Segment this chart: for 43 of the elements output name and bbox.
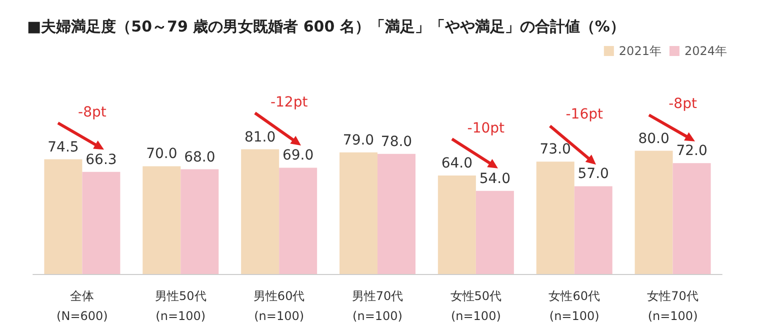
x-tick-label: 女性70代 (n=100) — [647, 289, 698, 323]
data-label: 70.0 — [146, 146, 178, 162]
text: -16pt — [566, 106, 604, 123]
text: -12pt — [270, 94, 308, 110]
bar — [142, 166, 181, 274]
x-tick-label: 女性60代 (n=100) — [548, 289, 600, 323]
bar — [279, 168, 318, 274]
x-tick-label: 男性70代 (n=100) — [352, 289, 404, 323]
bar — [672, 163, 711, 274]
bar — [180, 169, 219, 274]
data-label: 54.0 — [479, 170, 511, 187]
data-label: 66.3 — [86, 152, 117, 168]
bar — [438, 175, 476, 274]
bar — [574, 186, 612, 274]
legend-label: 2021年 — [618, 44, 662, 58]
data-label: 73.0 — [540, 142, 571, 158]
data-label: 57.0 — [578, 166, 609, 182]
data-label: 68.0 — [184, 149, 216, 166]
bar — [378, 154, 416, 274]
legend-label: 2024年 — [684, 44, 728, 58]
bar — [241, 149, 280, 274]
bar — [476, 190, 514, 274]
bar — [634, 150, 673, 274]
data-label: 69.0 — [282, 148, 314, 164]
text: -8pt — [78, 104, 107, 120]
data-label: 78.0 — [380, 134, 412, 150]
data-label: 80.0 — [638, 130, 670, 147]
text: -10pt — [467, 120, 506, 136]
bar — [82, 172, 120, 274]
bar — [340, 152, 378, 274]
data-label: 64.0 — [441, 155, 473, 172]
text: -8pt — [668, 96, 698, 112]
chart-title: ■夫婦満足度（50～79 歳の男女既婚者 600 名）「満足」「やや満足」の合計値（%） — [27, 18, 625, 36]
x-tick-label: 男性60代 (n=100) — [253, 289, 305, 323]
bar — [44, 159, 82, 274]
data-label: 74.5 — [48, 139, 79, 156]
x-tick-label: 全体 (N=600) — [56, 289, 108, 323]
data-label: 81.0 — [244, 129, 276, 146]
x-tick-label: 女性50代 (n=100) — [450, 289, 502, 323]
bar — [536, 162, 574, 274]
x-tick-label: 男性50代 (n=100) — [155, 289, 206, 323]
data-label: 72.0 — [676, 143, 708, 160]
data-label: 79.0 — [342, 132, 374, 148]
